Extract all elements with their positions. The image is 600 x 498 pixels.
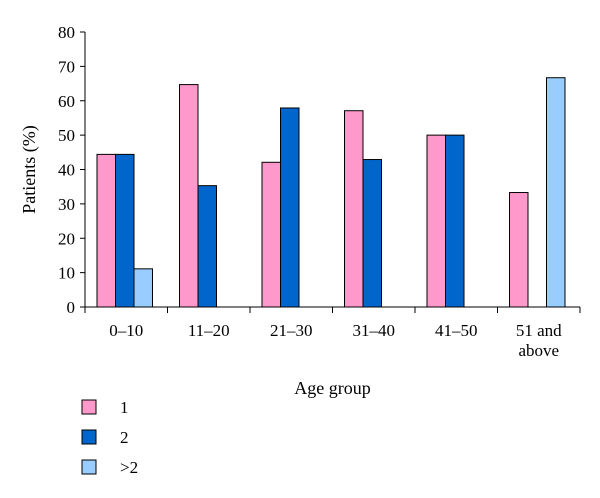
legend-label-1: 1 bbox=[120, 398, 129, 417]
bars-layer bbox=[96, 77, 566, 308]
y-tick-label-8: 80 bbox=[58, 23, 75, 42]
x-tick-label-5: 41–50 bbox=[435, 321, 478, 340]
bar-1-6 bbox=[509, 192, 529, 308]
x-tick-label-2: 11–20 bbox=[188, 321, 230, 340]
bar-2-5 bbox=[445, 134, 465, 308]
bar-1-5 bbox=[426, 134, 446, 308]
legend-swatch-1 bbox=[81, 399, 97, 415]
y-tick-label-5: 50 bbox=[58, 126, 75, 145]
x-tick-label-1: 0–10 bbox=[109, 321, 143, 340]
x-tick-label-4: 31–40 bbox=[353, 321, 396, 340]
bar-3-6 bbox=[546, 77, 566, 308]
y-tick-label-6: 60 bbox=[58, 92, 75, 111]
y-tick-label-0: 0 bbox=[67, 298, 76, 317]
x-axis-title: Age group bbox=[294, 378, 370, 398]
y-tick-label-2: 20 bbox=[58, 229, 75, 248]
bar-2-2 bbox=[197, 185, 217, 308]
x-tick-label-6-line-1: 51 and bbox=[516, 321, 562, 340]
legend-label-3: >2 bbox=[120, 458, 138, 477]
bar-1-4 bbox=[344, 110, 364, 308]
bar-2-3 bbox=[280, 107, 300, 308]
y-tick-label-7: 70 bbox=[58, 57, 75, 76]
bar-1-3 bbox=[261, 161, 281, 308]
bar-3-1 bbox=[133, 268, 153, 308]
y-tick-label-3: 30 bbox=[58, 195, 75, 214]
y-tick-label-1: 10 bbox=[58, 264, 75, 283]
x-tick-label-6-line-2: above bbox=[518, 341, 559, 360]
bar-1-1 bbox=[96, 153, 116, 308]
y-tick-label-4: 40 bbox=[58, 161, 75, 180]
x-tick-label-3: 21–30 bbox=[270, 321, 313, 340]
bar-2-4 bbox=[362, 159, 382, 308]
legend-swatch-2 bbox=[81, 429, 97, 445]
legend-swatch-3 bbox=[81, 459, 97, 475]
y-axis-title: Patients (%) bbox=[19, 125, 40, 213]
labels-layer: 0 10 20 30 40 50 60 70 80 0–10 11–20 21–30 31–40 41–5… bbox=[19, 23, 562, 398]
legend-label-2: 2 bbox=[120, 428, 129, 447]
bar-1-2 bbox=[179, 84, 199, 308]
legend: 1 2 >2 bbox=[81, 398, 138, 477]
axes-layer bbox=[80, 31, 581, 313]
bar-2-1 bbox=[115, 153, 135, 308]
